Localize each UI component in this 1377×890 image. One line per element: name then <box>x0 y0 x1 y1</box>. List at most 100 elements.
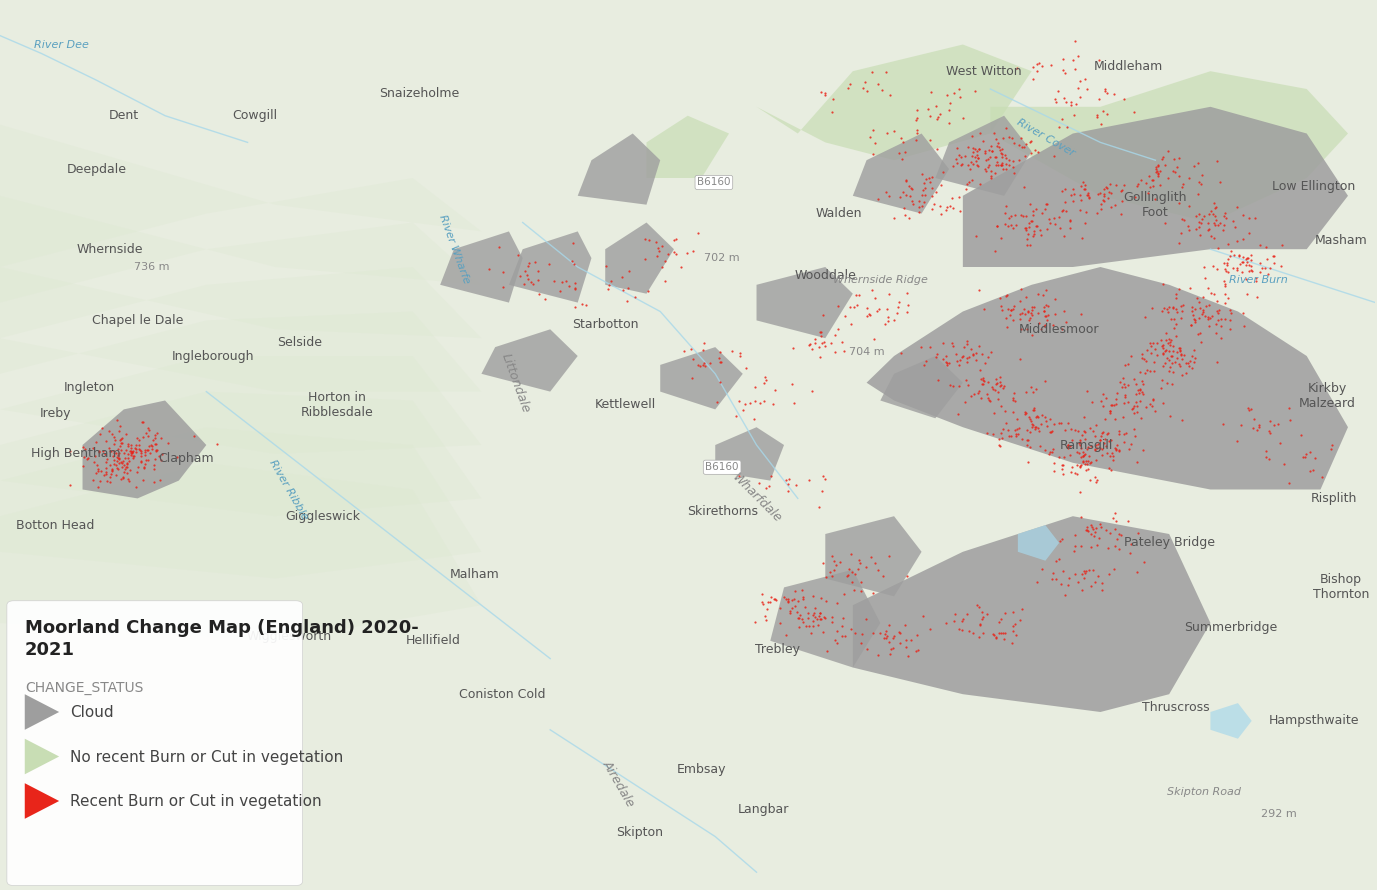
Point <box>766 593 788 607</box>
Point <box>1139 336 1161 351</box>
Point <box>1205 200 1227 214</box>
Point <box>1027 56 1049 70</box>
Point <box>117 472 139 486</box>
Point <box>1191 306 1213 320</box>
Point <box>1157 336 1179 351</box>
Point <box>1154 301 1176 315</box>
Point <box>1100 186 1122 200</box>
Point <box>909 205 931 219</box>
Point <box>1154 344 1176 359</box>
Point <box>1198 222 1220 237</box>
Point <box>814 87 836 101</box>
Point <box>1165 291 1187 305</box>
Point <box>868 562 890 577</box>
Point <box>1237 400 1259 415</box>
Point <box>989 439 1011 453</box>
Point <box>1037 419 1059 433</box>
Point <box>795 619 817 634</box>
Point <box>879 635 901 649</box>
Point <box>1081 520 1103 534</box>
Point <box>877 190 899 204</box>
Point <box>1051 322 1073 336</box>
Point <box>942 86 964 101</box>
Point <box>1092 399 1114 413</box>
Point <box>1041 566 1063 580</box>
Point <box>814 472 836 486</box>
Point <box>1181 308 1203 322</box>
Point <box>562 254 584 268</box>
Point <box>1144 342 1166 356</box>
Point <box>971 376 993 391</box>
Point <box>1056 438 1078 452</box>
Point <box>1246 423 1268 437</box>
Point <box>870 84 892 98</box>
Point <box>1169 226 1191 240</box>
Point <box>1206 262 1228 276</box>
Point <box>1168 196 1190 210</box>
Point <box>1124 400 1146 414</box>
Point <box>1002 299 1024 313</box>
Point <box>1022 328 1044 343</box>
Point <box>1169 359 1191 373</box>
Point <box>1135 311 1157 325</box>
Point <box>1170 298 1192 312</box>
Point <box>1187 187 1209 201</box>
Point <box>1018 219 1040 233</box>
Point <box>994 121 1016 135</box>
Point <box>974 162 996 176</box>
Point <box>1217 238 1239 252</box>
Point <box>102 449 124 463</box>
Point <box>1073 182 1095 197</box>
Point <box>829 555 851 570</box>
Point <box>950 150 972 164</box>
Point <box>1073 454 1095 468</box>
Point <box>786 605 808 619</box>
Point <box>1096 182 1118 196</box>
Point <box>883 628 905 643</box>
Point <box>881 631 903 645</box>
Point <box>978 143 1000 158</box>
Point <box>1042 318 1064 332</box>
Point <box>1088 53 1110 67</box>
Polygon shape <box>852 516 1210 712</box>
Point <box>901 182 923 196</box>
Point <box>1303 463 1325 477</box>
Point <box>1186 291 1208 305</box>
Point <box>1208 241 1230 255</box>
Point <box>1018 313 1040 328</box>
Point <box>781 601 803 615</box>
Point <box>1146 336 1168 351</box>
Point <box>708 351 730 365</box>
Text: Chapel le Dale: Chapel le Dale <box>92 314 183 327</box>
Point <box>1213 256 1235 271</box>
Point <box>784 598 806 612</box>
Text: Cloud: Cloud <box>70 706 114 720</box>
Point <box>1192 304 1215 319</box>
Point <box>1147 159 1169 174</box>
Point <box>1060 422 1082 436</box>
Point <box>1169 341 1191 355</box>
Point <box>1052 564 1074 578</box>
Point <box>963 347 985 361</box>
Point <box>1158 363 1180 377</box>
Point <box>1100 398 1122 412</box>
Point <box>121 446 143 460</box>
Polygon shape <box>482 329 578 392</box>
Point <box>1125 386 1147 400</box>
Point <box>1136 353 1158 368</box>
Point <box>969 177 991 191</box>
Point <box>1092 193 1114 207</box>
Point <box>1013 221 1036 235</box>
Point <box>991 162 1013 176</box>
Point <box>913 176 935 190</box>
Point <box>1131 347 1153 361</box>
Point <box>1102 511 1124 525</box>
Point <box>1126 179 1148 193</box>
Point <box>986 155 1008 169</box>
Point <box>1161 312 1183 326</box>
Point <box>1051 532 1073 546</box>
Point <box>1000 429 1022 443</box>
Point <box>953 111 975 125</box>
Point <box>135 426 157 441</box>
Point <box>1001 222 1023 236</box>
